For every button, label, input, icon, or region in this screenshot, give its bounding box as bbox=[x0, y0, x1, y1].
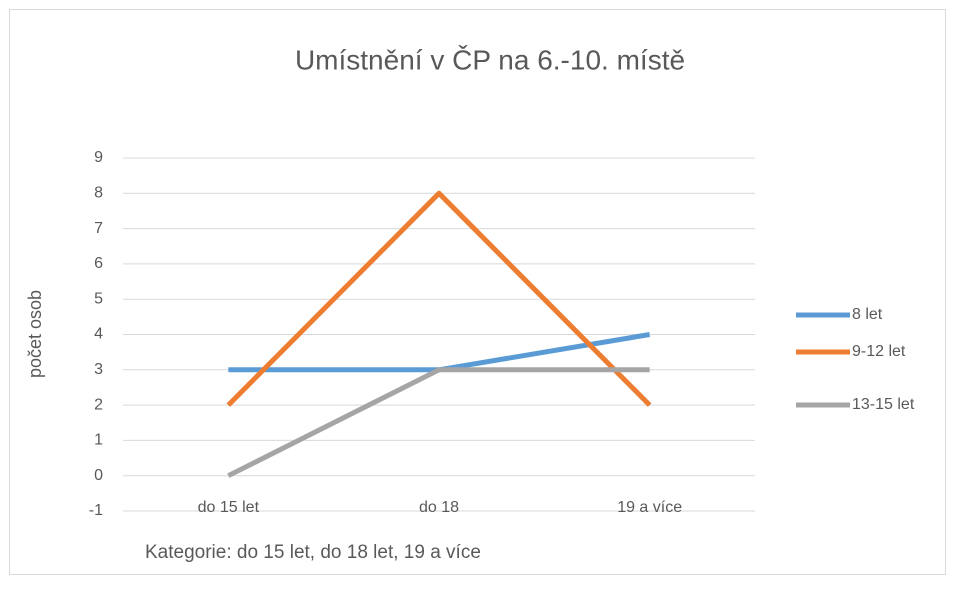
x-tick-label: do 15 let bbox=[198, 499, 260, 516]
y-tick-label: 4 bbox=[94, 326, 103, 343]
y-tick-label: 3 bbox=[94, 361, 103, 378]
chart-title: Umístnění v ČP na 6.-10. místě bbox=[295, 44, 685, 75]
y-tick-label: 0 bbox=[94, 467, 103, 484]
x-tick-label: do 18 bbox=[419, 499, 459, 516]
y-tick-label: 1 bbox=[94, 432, 103, 449]
legend-label: 13-15 let bbox=[852, 396, 915, 413]
y-axis-label: počet osob bbox=[25, 290, 45, 378]
y-tick-label: 9 bbox=[94, 149, 103, 166]
y-tick-label: 5 bbox=[94, 290, 103, 307]
legend-label: 8 let bbox=[852, 306, 883, 323]
legend-label: 9-12 let bbox=[852, 343, 906, 360]
y-tick-label: 6 bbox=[94, 255, 103, 272]
y-tick-label: -1 bbox=[89, 502, 103, 519]
y-tick-label: 8 bbox=[94, 185, 103, 202]
y-tick-label: 2 bbox=[94, 396, 103, 413]
line-series bbox=[226, 190, 652, 407]
x-tick-label: 19 a více bbox=[617, 499, 682, 516]
y-tick-label: 7 bbox=[94, 220, 103, 237]
line-series bbox=[227, 367, 650, 478]
x-axis-label: Kategorie: do 15 let, do 18 let, 19 a ví… bbox=[145, 542, 481, 563]
chart-border bbox=[9, 9, 946, 575]
